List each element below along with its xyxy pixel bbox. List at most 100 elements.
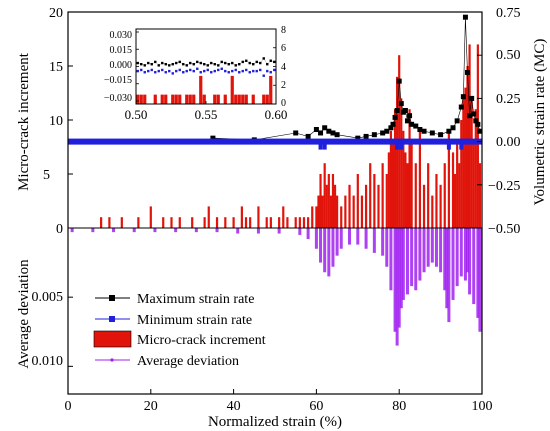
average-deviation-bar bbox=[298, 228, 302, 235]
maximum-strain-point bbox=[384, 128, 390, 134]
inset-crack-bar bbox=[188, 94, 192, 104]
inset-min-point bbox=[164, 71, 167, 74]
crack-bar bbox=[468, 44, 471, 229]
inset-crack-bar bbox=[199, 75, 203, 104]
inset-crack-bar bbox=[216, 94, 220, 104]
average-deviation-bar bbox=[472, 228, 476, 305]
maximum-strain-point bbox=[458, 104, 464, 110]
inset-crack-bar bbox=[262, 94, 266, 104]
inset-left-tick-n0015: −0.015 bbox=[104, 75, 132, 86]
inset-min-point bbox=[213, 69, 216, 73]
inset-x-tick-060: 0.60 bbox=[265, 107, 288, 122]
average-deviation-bar bbox=[399, 228, 403, 309]
crack-bar bbox=[120, 217, 123, 228]
maximum-strain-point bbox=[446, 128, 452, 134]
inset-min-point bbox=[154, 71, 157, 74]
crack-bar bbox=[381, 163, 384, 228]
crack-bar bbox=[348, 184, 351, 228]
inset-max-point bbox=[259, 61, 262, 65]
maximum-strain-point bbox=[438, 132, 444, 138]
inset-min-point bbox=[185, 69, 188, 73]
inset-crack-bar bbox=[269, 75, 273, 104]
average-deviation-bar bbox=[476, 228, 480, 318]
maximum-strain-point bbox=[465, 69, 471, 75]
maximum-strain-point bbox=[473, 118, 479, 124]
average-deviation-bar bbox=[422, 228, 426, 273]
crack-bar bbox=[329, 195, 332, 228]
average-deviation-bar bbox=[153, 228, 157, 233]
left-tick-label-10: 10 bbox=[49, 114, 63, 129]
inset-right-tick-6: 6 bbox=[281, 43, 286, 54]
inset-min-point bbox=[227, 71, 230, 74]
crack-bar bbox=[447, 130, 450, 228]
left-tick-label-20: 20 bbox=[49, 6, 63, 21]
inset-crack-bar bbox=[234, 94, 238, 104]
maximum-strain-point bbox=[417, 127, 423, 133]
inset-max-point bbox=[245, 59, 248, 62]
crack-bar bbox=[369, 163, 372, 228]
inset-min-point bbox=[182, 71, 185, 74]
legend-label-crack: Micro-crack increment bbox=[137, 333, 266, 348]
crack-bar bbox=[406, 163, 409, 228]
right-tick-label-075: 0.75 bbox=[496, 6, 521, 21]
maximum-strain-point bbox=[330, 130, 336, 136]
average-deviation-bar bbox=[451, 228, 455, 300]
maximum-strain-point bbox=[471, 111, 477, 117]
average-deviation-bar bbox=[393, 228, 397, 332]
average-deviation-bar bbox=[455, 228, 459, 287]
inset-crack-bars bbox=[136, 75, 273, 104]
inset-crack-bar bbox=[244, 94, 248, 104]
maximum-strain-point bbox=[210, 135, 216, 141]
inset-max-points bbox=[136, 57, 276, 67]
x-tick-label-40: 40 bbox=[227, 399, 241, 414]
maximum-strain-point bbox=[462, 14, 468, 20]
average-deviation-bar bbox=[215, 228, 219, 233]
average-deviation-bar bbox=[401, 228, 405, 300]
maximum-strain-point bbox=[371, 132, 377, 138]
crack-bar bbox=[224, 217, 227, 228]
inset-max-point bbox=[238, 63, 241, 66]
inset-min-point bbox=[245, 68, 248, 72]
inset-max-point bbox=[262, 57, 265, 60]
crack-bar bbox=[458, 163, 461, 228]
crack-bar bbox=[282, 206, 285, 228]
crack-bar bbox=[474, 109, 477, 228]
inset-left-tick-0000: 0.000 bbox=[110, 60, 133, 71]
average-deviation-bar bbox=[395, 228, 399, 346]
average-deviation-bar bbox=[339, 228, 343, 249]
inset-x-tick-050: 0.50 bbox=[125, 107, 148, 122]
inset-crack-bar bbox=[171, 94, 175, 104]
crack-bar bbox=[215, 217, 219, 228]
inset-min-point bbox=[175, 69, 178, 73]
maximum-strain-point bbox=[390, 121, 396, 127]
inset-min-point bbox=[136, 69, 139, 73]
inset-max-point bbox=[213, 63, 216, 66]
maximum-strain-point bbox=[396, 78, 402, 84]
inset-min-point bbox=[241, 69, 244, 73]
inset-max-point bbox=[140, 63, 143, 66]
minimum-strain-point bbox=[399, 143, 404, 150]
inset-crack-bar bbox=[265, 94, 269, 104]
average-deviation-bar bbox=[443, 228, 447, 291]
maximum-strain-point bbox=[407, 113, 413, 119]
crack-bar bbox=[385, 174, 388, 228]
average-deviation-bar bbox=[364, 228, 368, 249]
average-deviation-bar bbox=[372, 228, 376, 253]
average-deviation-bar bbox=[478, 228, 482, 332]
inset-min-point bbox=[171, 72, 174, 75]
crack-bar bbox=[302, 217, 306, 228]
axis-ticks bbox=[67, 11, 483, 394]
right-tick-label-050: 0.50 bbox=[496, 48, 521, 63]
inset-max-point bbox=[210, 61, 213, 65]
crack-bar bbox=[336, 195, 339, 228]
inset-ticks bbox=[135, 28, 277, 105]
maximum-strain-point bbox=[460, 94, 466, 100]
crack-bar bbox=[470, 98, 473, 229]
crack-bar bbox=[170, 217, 173, 228]
inset-max-point bbox=[203, 63, 206, 66]
right-axis-title: Volumetric strain rate (MC) bbox=[532, 39, 548, 206]
crack-bar bbox=[323, 163, 326, 228]
inset-min-point bbox=[196, 67, 199, 70]
crack-bar bbox=[249, 217, 252, 228]
